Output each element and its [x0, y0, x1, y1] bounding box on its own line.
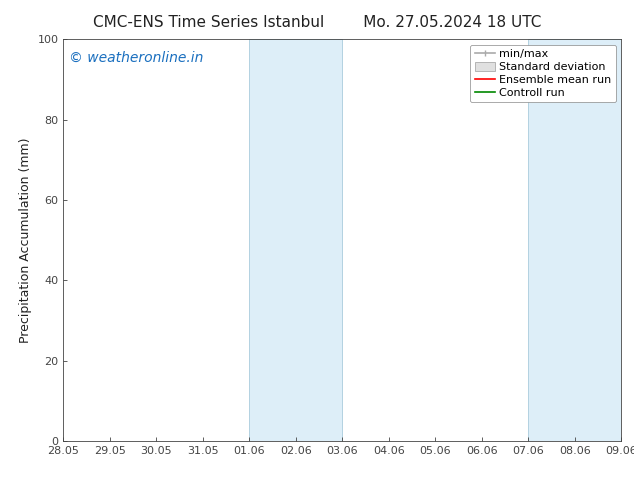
Bar [528, 39, 621, 441]
Text: CMC-ENS Time Series Istanbul        Mo. 27.05.2024 18 UTC: CMC-ENS Time Series Istanbul Mo. 27.05.2… [93, 15, 541, 30]
Legend: min/max, Standard deviation, Ensemble mean run, Controll run: min/max, Standard deviation, Ensemble me… [470, 45, 616, 102]
Text: © weatheronline.in: © weatheronline.in [69, 51, 204, 65]
Y-axis label: Precipitation Accumulation (mm): Precipitation Accumulation (mm) [19, 137, 32, 343]
Bar [249, 39, 342, 441]
